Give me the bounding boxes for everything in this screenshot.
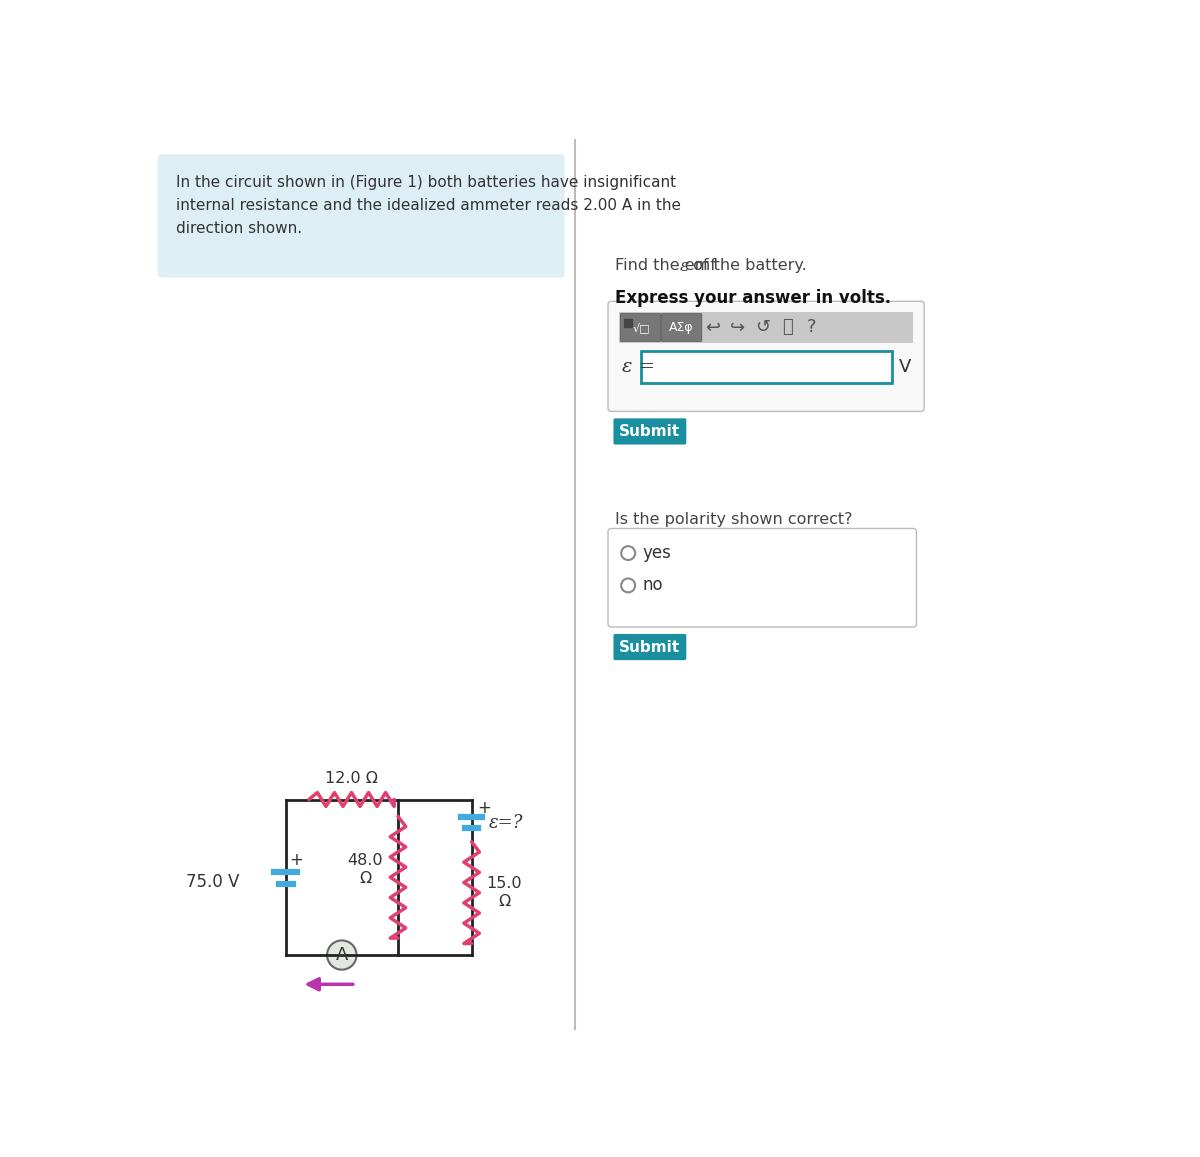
Text: of the battery.: of the battery. bbox=[688, 258, 806, 273]
Text: 12.0 Ω: 12.0 Ω bbox=[325, 771, 378, 786]
Text: +: + bbox=[478, 799, 491, 817]
Circle shape bbox=[622, 578, 635, 592]
Text: √□: √□ bbox=[632, 322, 650, 333]
Bar bbox=[641, 351, 893, 383]
Text: ΑΣφ: ΑΣφ bbox=[670, 320, 694, 334]
Text: 48.0
Ω: 48.0 Ω bbox=[348, 854, 383, 886]
FancyBboxPatch shape bbox=[613, 634, 686, 661]
Bar bbox=[624, 319, 632, 326]
Text: ε =: ε = bbox=[622, 358, 655, 376]
Text: 15.0
Ω: 15.0 Ω bbox=[486, 877, 522, 909]
Circle shape bbox=[622, 546, 635, 560]
Text: Express your answer in volts.: Express your answer in volts. bbox=[616, 289, 892, 307]
Text: yes: yes bbox=[642, 544, 671, 562]
Text: internal resistance and the idealized ammeter reads 2.00 A in the: internal resistance and the idealized am… bbox=[175, 198, 680, 213]
Text: +: + bbox=[289, 850, 304, 869]
FancyBboxPatch shape bbox=[157, 154, 565, 278]
Text: Find the emf: Find the emf bbox=[616, 258, 721, 273]
Text: ε: ε bbox=[679, 258, 689, 275]
Text: ε=?: ε=? bbox=[488, 813, 523, 832]
Text: ?: ? bbox=[808, 318, 817, 337]
Text: Is the polarity shown correct?: Is the polarity shown correct? bbox=[616, 513, 852, 528]
Text: 75.0 V: 75.0 V bbox=[186, 872, 239, 891]
FancyBboxPatch shape bbox=[619, 312, 913, 342]
Text: ↪: ↪ bbox=[730, 318, 745, 337]
Text: Submit: Submit bbox=[619, 640, 680, 655]
Text: Submit: Submit bbox=[619, 423, 680, 439]
FancyBboxPatch shape bbox=[608, 301, 924, 412]
Text: no: no bbox=[642, 576, 662, 595]
FancyBboxPatch shape bbox=[620, 314, 661, 341]
FancyBboxPatch shape bbox=[613, 419, 686, 444]
FancyBboxPatch shape bbox=[661, 314, 702, 341]
Text: A: A bbox=[336, 946, 348, 964]
FancyBboxPatch shape bbox=[608, 529, 917, 627]
Text: V: V bbox=[899, 358, 911, 376]
Text: direction shown.: direction shown. bbox=[175, 221, 301, 236]
Text: ↺: ↺ bbox=[755, 318, 770, 337]
Text: ⎗: ⎗ bbox=[781, 318, 792, 337]
Circle shape bbox=[328, 941, 356, 970]
Text: ↩: ↩ bbox=[706, 318, 720, 337]
Text: In the circuit shown in (Figure 1) both batteries have insignificant: In the circuit shown in (Figure 1) both … bbox=[175, 175, 676, 190]
